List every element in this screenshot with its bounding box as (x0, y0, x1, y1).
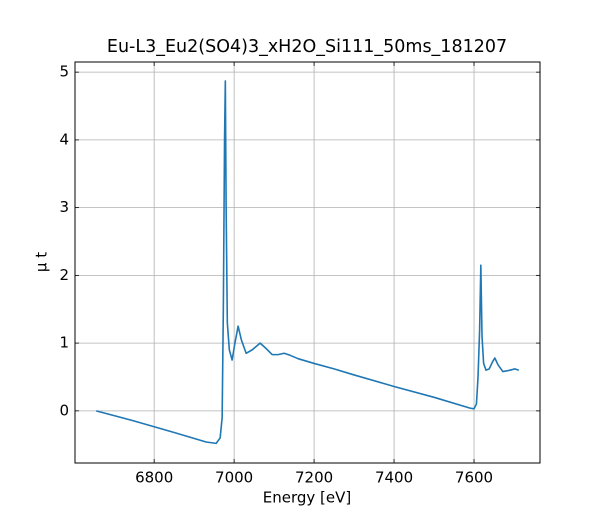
y-tick-label: 3 (59, 198, 69, 216)
y-axis-label: μ t (33, 252, 51, 272)
chart-title: Eu-L3_Eu2(SO4)3_xH2O_Si111_50ms_181207 (107, 37, 507, 57)
y-tick-label: 4 (59, 130, 69, 148)
x-tick-label: 7400 (375, 469, 413, 487)
data-line (95, 80, 520, 445)
x-tick-label: 7600 (455, 469, 493, 487)
x-tick-label: 7000 (215, 469, 253, 487)
y-tick-label: 1 (59, 334, 69, 352)
y-tick-label: 5 (59, 63, 69, 81)
y-tick-label: 2 (59, 266, 69, 284)
plot-frame (74, 61, 541, 464)
y-tick-label: 0 (59, 401, 69, 419)
x-tick-label: 6800 (135, 469, 173, 487)
x-tick-label: 7200 (295, 469, 333, 487)
x-axis-label: Energy [eV] (263, 489, 351, 507)
